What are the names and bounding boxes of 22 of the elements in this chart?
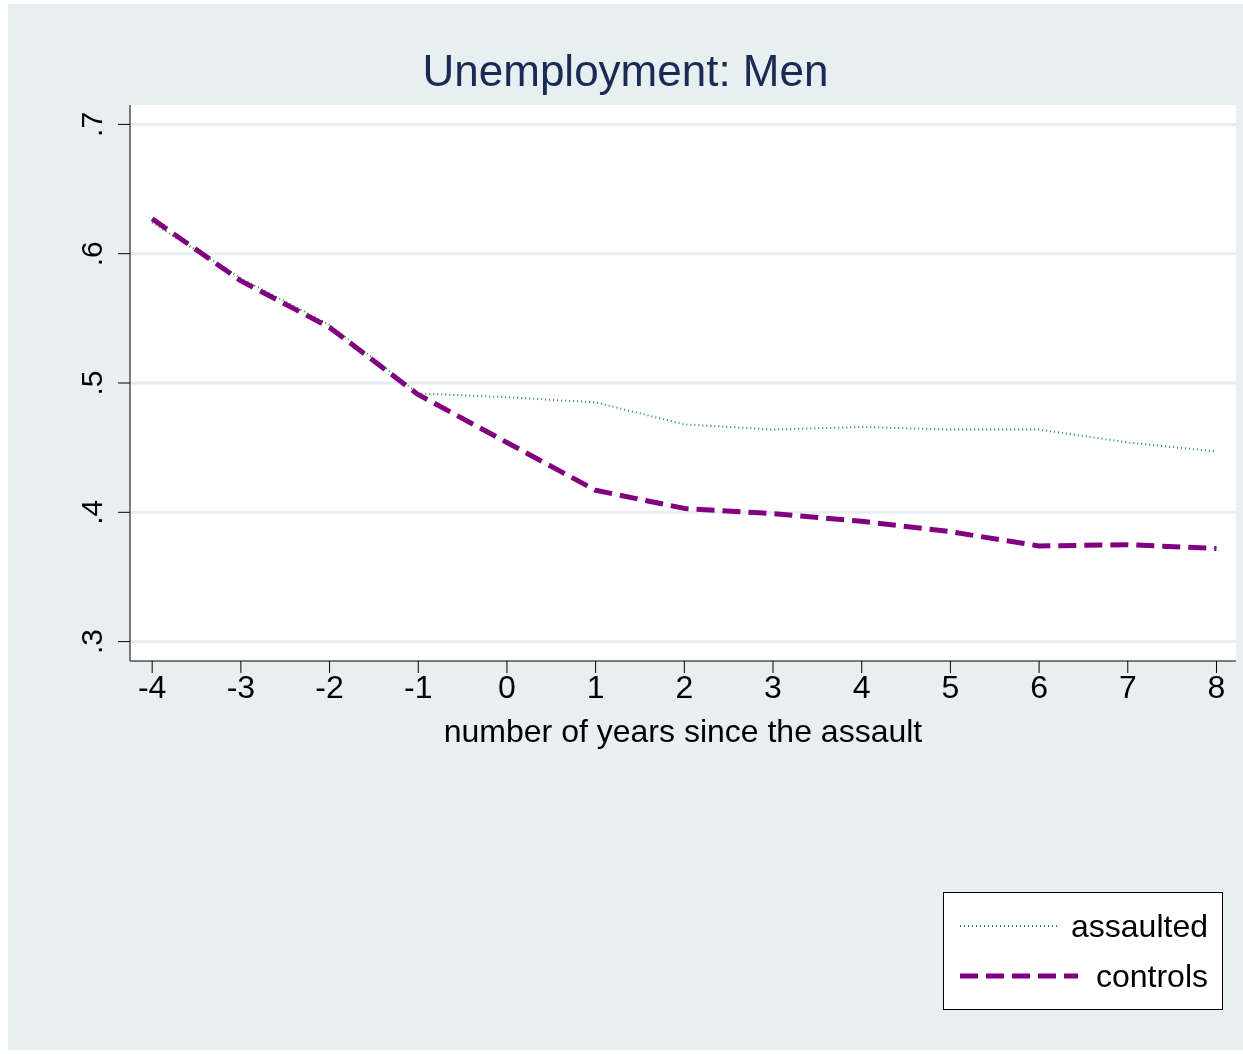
x-tick-label: 7 [1118, 668, 1137, 705]
x-tick-label: 6 [1030, 668, 1048, 705]
x-axis-title: number of years since the assault [443, 712, 923, 749]
x-tick-label: -4 [137, 668, 167, 705]
y-tick-label: .5 [75, 370, 108, 396]
x-tick-label: -3 [226, 668, 256, 705]
chart-title: Unemployment: Men [421, 46, 830, 96]
x-tick-label: 4 [852, 668, 871, 705]
x-tick-label: 5 [941, 668, 960, 705]
x-tick-label: 8 [1207, 668, 1226, 705]
legend-label: assaulted [1071, 907, 1208, 945]
y-tick-label: .6 [75, 241, 108, 267]
y-tick-label: .4 [75, 499, 108, 525]
y-tick-label: .3 [75, 629, 108, 655]
x-tick-label: 2 [675, 668, 694, 705]
legend-label: controls [1095, 957, 1208, 995]
x-tick-label: -2 [315, 668, 344, 705]
x-tick-label: 3 [764, 668, 782, 705]
x-tick-label: -1 [404, 668, 433, 705]
y-tick-label: .7 [75, 111, 108, 137]
x-tick-label: 0 [498, 668, 516, 705]
x-tick-label: 1 [586, 668, 605, 705]
